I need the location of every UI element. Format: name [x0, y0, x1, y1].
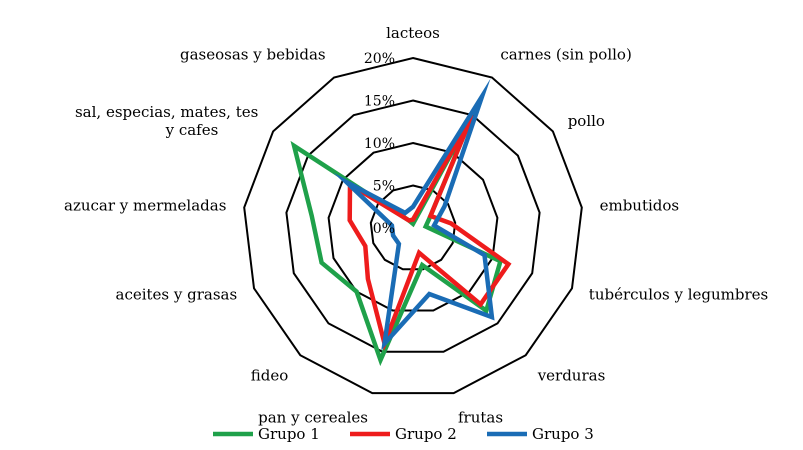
- tick-label-0: 0%: [373, 221, 395, 237]
- category-label-11-line-1: y cafes: [165, 121, 219, 139]
- legend-label-1: Grupo 1: [258, 425, 320, 443]
- tick-label-3: 15%: [364, 94, 395, 110]
- tick-label-1: 5%: [373, 179, 395, 195]
- category-labels: lacteos carnes (sin pollo) pollo embutidos t…: [64, 24, 768, 427]
- category-label-10: azucar y mermeladas: [64, 196, 226, 214]
- category-label-1: carnes (sin pollo): [500, 46, 631, 64]
- category-label-11-line-0: sal, especias, mates, tes: [75, 103, 258, 121]
- category-label-2: pollo: [568, 112, 605, 130]
- legend: Grupo 1 Grupo 2 Grupo 3: [213, 425, 594, 443]
- series-layer: [290, 78, 512, 367]
- category-label-12: gaseosas y bebidas: [180, 46, 326, 64]
- grid-ring-4: [243, 56, 583, 395]
- legend-label-2: Grupo 2: [395, 425, 457, 443]
- category-label-5: verduras: [537, 367, 606, 385]
- tick-label-2: 10%: [364, 136, 395, 152]
- category-label-6: frutas: [458, 409, 503, 427]
- series-line-2: [347, 113, 512, 351]
- legend-label-3: Grupo 3: [532, 425, 594, 443]
- tick-labels: 0% 5% 10% 15% 20%: [364, 51, 395, 237]
- series-line-3: [333, 78, 495, 351]
- category-label-3: embutidos: [600, 196, 680, 214]
- tick-label-4: 20%: [364, 51, 395, 67]
- grid-ring-3: [285, 99, 541, 353]
- category-label-7: pan y cereales: [258, 409, 368, 427]
- category-label-0: lacteos: [386, 24, 440, 42]
- category-label-9: aceites y grasas: [116, 286, 238, 304]
- category-label-4: tubérculos y legumbres: [589, 286, 768, 304]
- category-label-8: fideo: [251, 367, 289, 385]
